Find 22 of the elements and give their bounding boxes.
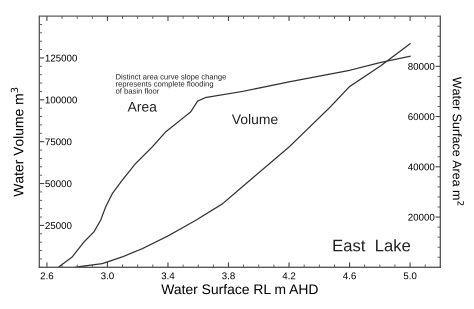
x-tick-label: 5.0 (404, 272, 416, 280)
y2-tick-label: 40000 (408, 164, 434, 170)
y-tick-label: 100000 (46, 96, 77, 104)
series-label: Area (128, 102, 157, 112)
x-tick-label: 4.6 (343, 272, 356, 280)
y-axis-title: Water Volume m$^{3}$ (10, 88, 24, 197)
x-tick-label: 3.4 (162, 272, 174, 280)
y2-tick-label: 20000 (408, 214, 434, 221)
y2-tick-label: 80000 (408, 63, 434, 70)
annotation: East Lake (333, 239, 410, 252)
series-label: Volume (232, 114, 278, 124)
y-tick-label: 50000 (45, 180, 72, 188)
x-tick-label: 3.0 (101, 272, 114, 280)
y-tick-label: 25000 (45, 222, 72, 230)
y2-tick-label: 60000 (408, 113, 434, 120)
x-axis-title: Water Surface RL m AHD (161, 284, 318, 294)
x-tick-label: 4.2 (282, 272, 296, 280)
x-tick-label: 3.8 (222, 272, 235, 280)
x-tick-label: 2.6 (40, 272, 54, 280)
y2-axis-title: Water Surface Area m$^{2}$ (452, 76, 464, 206)
y-tick-label: 125000 (46, 54, 77, 62)
y-tick-label: 75000 (45, 138, 72, 146)
